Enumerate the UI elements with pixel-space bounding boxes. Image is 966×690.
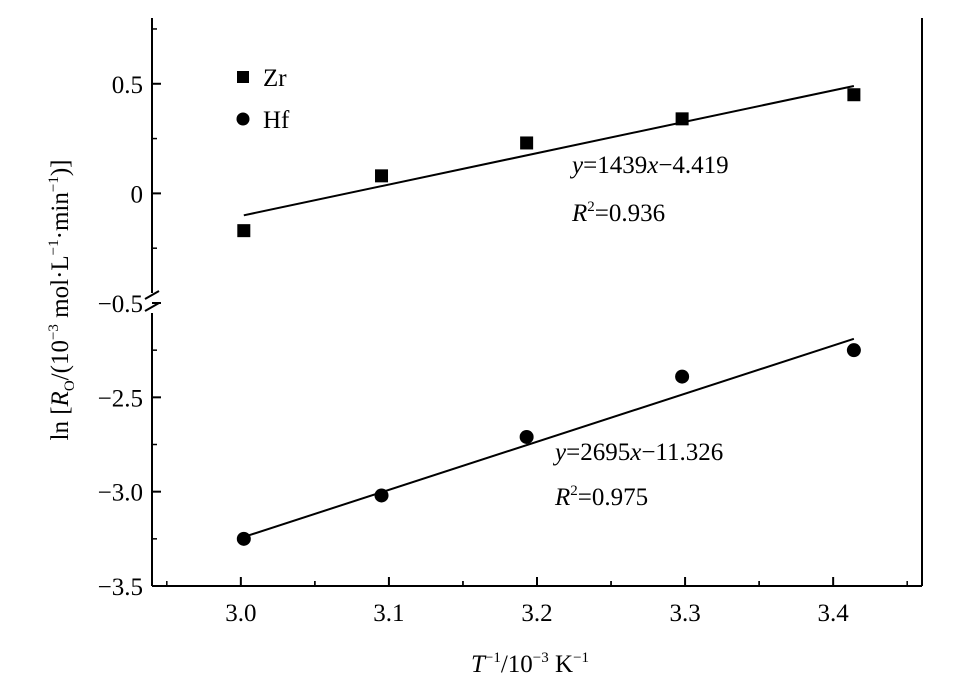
fit-lines (243, 84, 855, 538)
plot-frame (144, 18, 923, 587)
legend: Zr Hf (236, 65, 290, 134)
legend-label-zr: Zr (263, 65, 287, 92)
data-point-hf (675, 369, 690, 384)
data-point-zr (237, 224, 251, 238)
y-tick-label: −2.5 (98, 385, 143, 412)
y-tick-label: −3.0 (98, 480, 143, 507)
legend-label-hf: Hf (263, 107, 290, 134)
data-point-zr (375, 169, 389, 183)
data-point-zr (675, 112, 689, 126)
data-point-hf (236, 531, 251, 546)
x-tick-label: 3.0 (225, 600, 256, 627)
data-point-hf (374, 488, 389, 503)
data-point-hf (519, 429, 534, 444)
x-tick-label: 3.1 (373, 600, 404, 627)
data-points (236, 88, 861, 546)
x-axis-ticks: 3.0 3.1 3.2 3.3 3.4 (166, 577, 908, 627)
legend-marker-zr (237, 71, 249, 83)
y-tick-label: −3.5 (98, 574, 143, 601)
x-tick-label: 3.3 (669, 600, 700, 627)
fit-equation-zr: y=1439x−4.419 (569, 152, 729, 179)
axis-break-mark (144, 302, 160, 312)
fit-r2-zr: R2=0.936 (571, 199, 665, 227)
fit-r2-hf: R2=0.975 (554, 483, 648, 511)
axis-break-mark (144, 290, 160, 300)
fit-annotations: y=1439x−4.419 R2=0.936 y=2695x−11.326 R2=0.… (552, 152, 729, 511)
data-point-zr (847, 88, 861, 102)
data-point-zr (520, 136, 534, 150)
x-tick-label: 3.2 (521, 600, 552, 627)
x-tick-label: 3.4 (818, 600, 850, 627)
y-axis-label: ln [RO/(10−3 mol·L−1·min−1)] (46, 160, 78, 441)
y-tick-label: 0 (131, 181, 144, 208)
x-axis-label: T−1/10−3 K−1 (471, 650, 589, 678)
y-tick-label: −0.5 (98, 291, 143, 318)
fit-equation-hf: y=2695x−11.326 (552, 439, 723, 466)
fit-line-zr (243, 84, 855, 217)
data-point-hf (846, 343, 861, 358)
fit-line-hf (243, 337, 855, 538)
legend-marker-hf (236, 112, 250, 126)
y-axis-ticks: 0.5 0 −0.5 −2.5 −3.0 −3.5 (98, 28, 161, 601)
y-tick-label: 0.5 (112, 72, 143, 99)
